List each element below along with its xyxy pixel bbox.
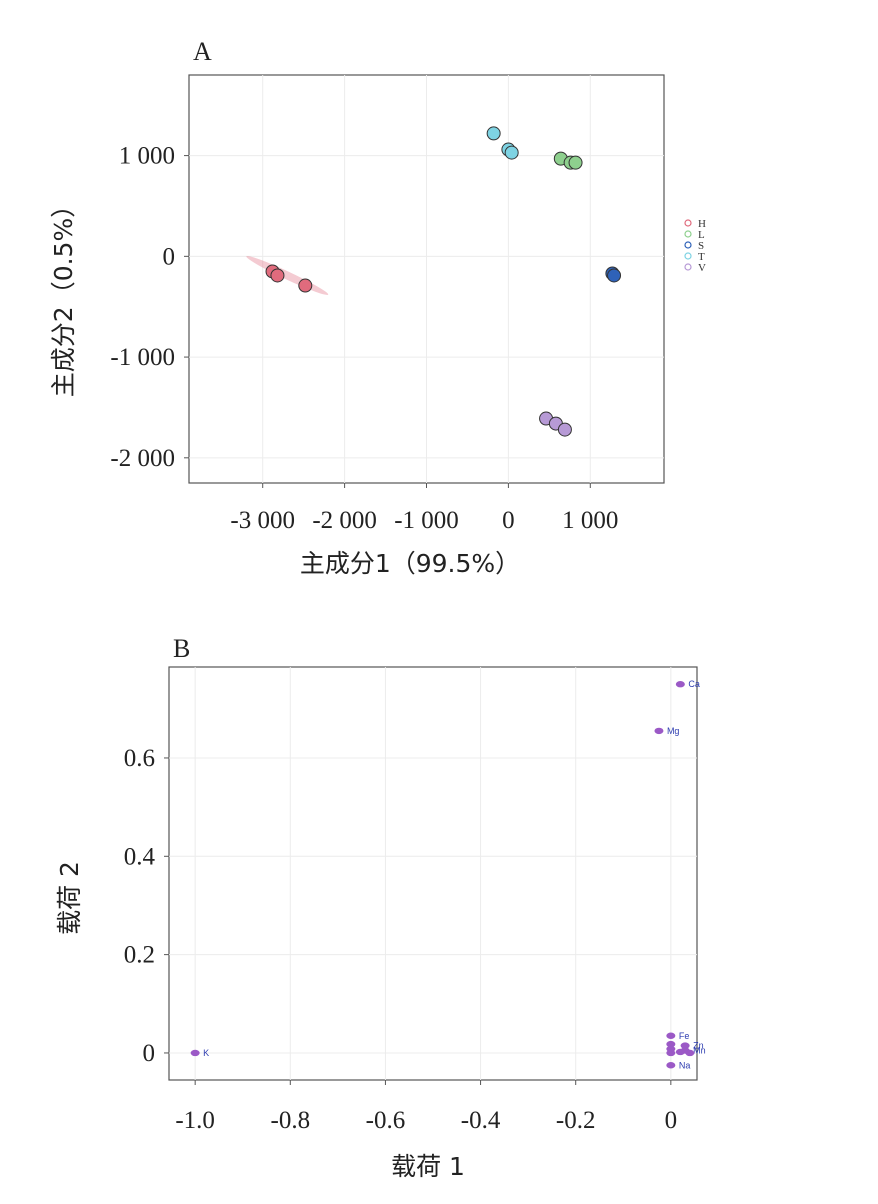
y-axis-label-a: 主成分2（0.5%） — [49, 193, 78, 397]
y-tick-label: 0 — [143, 1040, 156, 1067]
point-label-mg: Mg — [667, 726, 680, 736]
ticks-a: -3 000 -2 000 -1 000 0 1 000 1 000 0 -1 000 -2 0… — [110, 143, 618, 534]
x-tick-label: -1 000 — [394, 507, 459, 534]
x-tick-label: -0.2 — [556, 1107, 596, 1134]
legend-marker-S — [684, 241, 692, 249]
point-H — [298, 278, 313, 293]
x-tick-label: -2 000 — [312, 507, 377, 534]
y-tick-label: -1 000 — [110, 344, 175, 371]
ticks-b: -1.0 -0.8 -0.6 -0.4 -0.2 0 0.6 0.4 0.2 0 — [124, 745, 677, 1134]
legend-label-S: S — [698, 240, 704, 252]
point-zn — [680, 1042, 690, 1049]
point-V — [557, 422, 572, 437]
point-fe — [666, 1032, 676, 1039]
point-unlabeled — [666, 1040, 676, 1048]
legend-label-L: L — [698, 229, 705, 241]
panel-a: A -3 000 -2 000 -1 000 0 1 000 1 000 0 -1 000 -2… — [30, 30, 787, 587]
x-tick-label: -0.6 — [366, 1107, 406, 1134]
point-S — [607, 268, 622, 283]
point-k — [190, 1049, 200, 1057]
point-unlabeled — [666, 1049, 676, 1057]
panel-b: B -1.0 -0.8 -0.6 -0.4 -0.2 0 0.6 0.4 0.2 0 Ca Mg K F… — [30, 625, 795, 1187]
x-tick-label: -0.4 — [461, 1107, 501, 1134]
point-T — [486, 126, 501, 141]
x-tick-label: -3 000 — [230, 507, 295, 534]
legend-marker-V — [684, 263, 692, 271]
x-tick-label: -0.8 — [271, 1107, 311, 1134]
legend-marker-T — [684, 252, 692, 260]
y-tick-label: 0.6 — [124, 745, 155, 772]
y-tick-label: 0.4 — [124, 843, 156, 870]
point-mg — [654, 727, 664, 735]
x-axis-label-b: 载荷 1 — [391, 1152, 465, 1181]
point-L — [568, 155, 583, 170]
x-tick-label: 0 — [665, 1107, 678, 1134]
point-label-fe: Fe — [679, 1031, 690, 1041]
x-tick-label: 0 — [502, 507, 515, 534]
plot-area-b — [168, 666, 698, 1081]
point-unlabeled — [685, 1049, 695, 1057]
y-tick-label: 0.2 — [124, 942, 155, 969]
point-label-na: Na — [679, 1060, 691, 1070]
x-axis-label-a: 主成分1（99.5%） — [300, 549, 520, 578]
point-label-zn: Zn — [693, 1041, 704, 1051]
point-na — [666, 1062, 676, 1069]
legend-label-T: T — [698, 251, 705, 263]
y-axis-label-b: 载荷 2 — [55, 861, 84, 935]
point-ca — [675, 681, 685, 688]
panel-a-label: A — [193, 37, 212, 66]
y-tick-label: 0 — [163, 243, 176, 270]
point-label-k: K — [203, 1048, 209, 1058]
legend-label-V: V — [698, 262, 706, 274]
point-label-mn: Mn — [693, 1046, 706, 1056]
point-label-ca: Ca — [688, 679, 700, 689]
y-tick-label: -2 000 — [110, 445, 175, 472]
legend-marker-L — [684, 230, 692, 238]
panel-b-label: B — [173, 634, 190, 663]
legend-label-H: H — [698, 218, 706, 230]
x-tick-label: 1 000 — [562, 507, 618, 534]
point-T — [504, 145, 519, 160]
y-tick-label: 1 000 — [119, 143, 175, 170]
legend-marker-H — [684, 219, 692, 227]
data-points-a — [265, 126, 622, 437]
grid-b — [169, 667, 697, 1080]
x-tick-label: -1.0 — [175, 1107, 215, 1134]
point-unlabeled — [675, 1048, 685, 1056]
grid-a — [189, 75, 664, 483]
point-H — [270, 268, 285, 283]
